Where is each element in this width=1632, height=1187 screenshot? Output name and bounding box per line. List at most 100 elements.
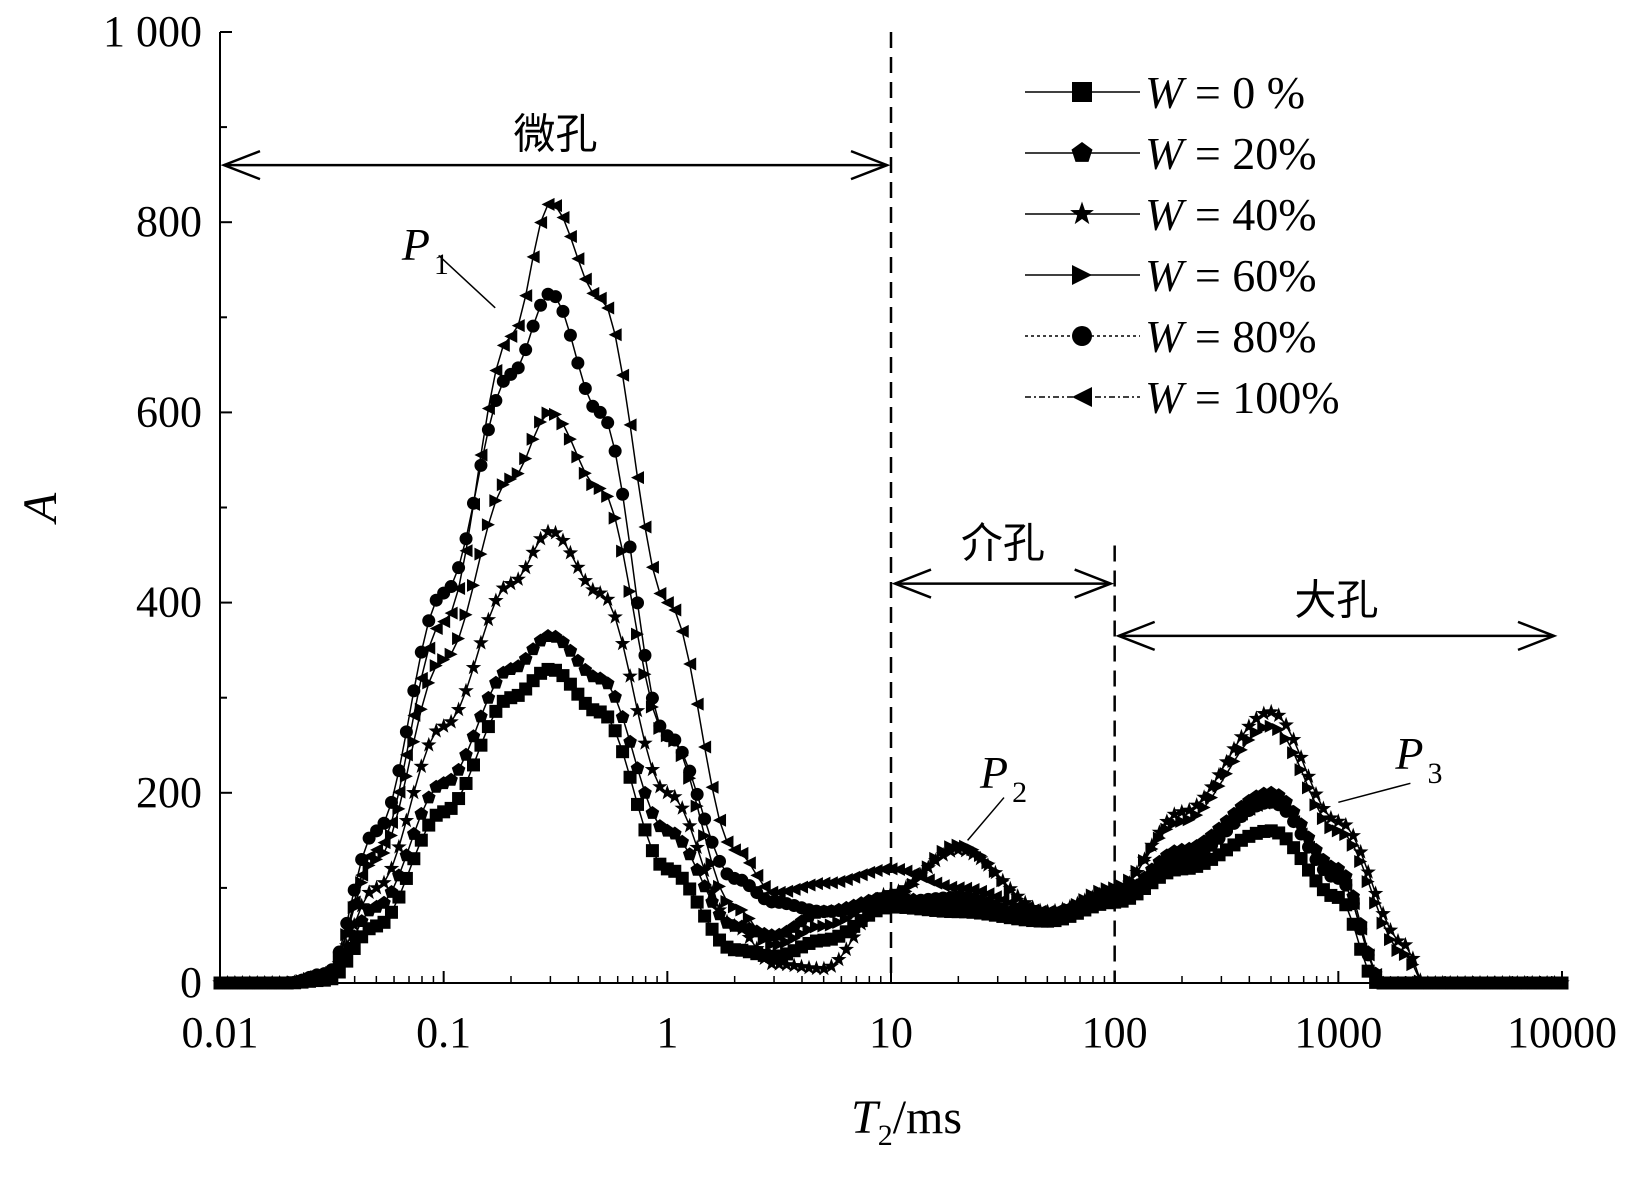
region-label: 介孔 <box>961 519 1045 568</box>
data-point <box>1218 753 1235 769</box>
data-point <box>831 951 847 967</box>
data-point <box>489 675 503 689</box>
data-point <box>1339 878 1353 892</box>
data-point <box>1397 936 1414 952</box>
data-point <box>435 718 452 733</box>
data-point <box>965 845 981 861</box>
data-point <box>1361 948 1375 962</box>
data-point <box>1533 976 1547 990</box>
data-point <box>540 523 556 539</box>
data-point <box>891 862 905 876</box>
data-point <box>1339 828 1353 842</box>
data-point <box>793 958 810 974</box>
data-point <box>944 840 958 854</box>
data-point <box>422 641 436 655</box>
data-point <box>966 843 980 857</box>
data-point <box>623 584 637 598</box>
legend-label: W = 0 % <box>1145 67 1305 118</box>
data-point <box>659 784 676 800</box>
data-point <box>1123 881 1137 895</box>
data-point <box>959 881 973 895</box>
y-tick-label: 800 <box>136 197 202 246</box>
data-point <box>616 745 630 759</box>
data-point <box>361 884 377 900</box>
data-point <box>1324 821 1338 835</box>
data-point <box>1309 852 1323 866</box>
data-point <box>638 520 652 534</box>
data-point <box>235 976 249 990</box>
data-point <box>480 611 497 627</box>
data-point <box>519 289 533 303</box>
data-point <box>645 691 659 705</box>
data-point <box>1003 883 1017 897</box>
data-point <box>704 884 720 899</box>
data-point <box>1041 905 1055 919</box>
data-point <box>1160 822 1174 836</box>
arrow-head-left <box>220 149 261 181</box>
data-point <box>750 868 764 882</box>
data-point <box>578 272 592 286</box>
data-point <box>504 329 518 343</box>
data-point <box>1272 798 1286 812</box>
data-point <box>1256 705 1272 721</box>
data-point <box>549 407 562 421</box>
data-point <box>645 844 659 858</box>
data-point <box>325 965 339 979</box>
data-point <box>384 816 398 830</box>
data-point <box>1234 743 1248 757</box>
data-point <box>690 799 704 813</box>
data-point <box>273 976 287 990</box>
data-point <box>973 848 987 862</box>
data-point <box>563 432 577 446</box>
data-point <box>1495 976 1509 990</box>
data-point <box>1249 725 1263 739</box>
data-point <box>1287 841 1301 855</box>
data-point <box>519 343 533 357</box>
data-point <box>1369 896 1383 910</box>
data-point <box>846 929 862 944</box>
data-point <box>853 915 869 931</box>
data-point <box>765 885 779 899</box>
data-point <box>735 846 749 860</box>
data-point <box>465 659 482 675</box>
data-point <box>466 729 481 743</box>
data-point <box>1071 142 1093 162</box>
data-point <box>801 959 817 975</box>
data-point <box>1428 976 1442 990</box>
arrow-head-right <box>850 149 891 181</box>
data-point <box>406 784 422 800</box>
data-point <box>1033 904 1047 918</box>
data-point <box>601 710 615 724</box>
data-point <box>503 575 519 591</box>
data-point <box>675 745 689 759</box>
data-point <box>614 635 631 651</box>
data-point <box>377 836 391 850</box>
data-point <box>563 677 577 691</box>
data-point <box>808 960 825 976</box>
data-point <box>392 785 406 799</box>
data-point <box>452 792 466 806</box>
data-point <box>1220 767 1233 781</box>
data-point <box>563 643 578 657</box>
data-point <box>586 286 600 300</box>
data-point <box>749 940 765 956</box>
data-point <box>653 586 667 600</box>
data-point <box>1248 710 1264 726</box>
data-point <box>504 472 518 486</box>
data-point <box>1197 836 1211 850</box>
data-point <box>757 932 771 946</box>
data-point <box>875 886 892 902</box>
data-point <box>1100 886 1114 900</box>
data-point <box>429 659 443 673</box>
data-point <box>466 758 480 772</box>
data-point <box>1315 800 1332 816</box>
data-point <box>698 740 712 754</box>
data-point <box>1211 766 1227 782</box>
data-point <box>1278 716 1294 732</box>
data-point <box>459 608 473 622</box>
data-point <box>608 444 622 458</box>
data-point <box>1175 843 1189 857</box>
data-point <box>459 747 473 761</box>
data-point <box>495 580 511 595</box>
